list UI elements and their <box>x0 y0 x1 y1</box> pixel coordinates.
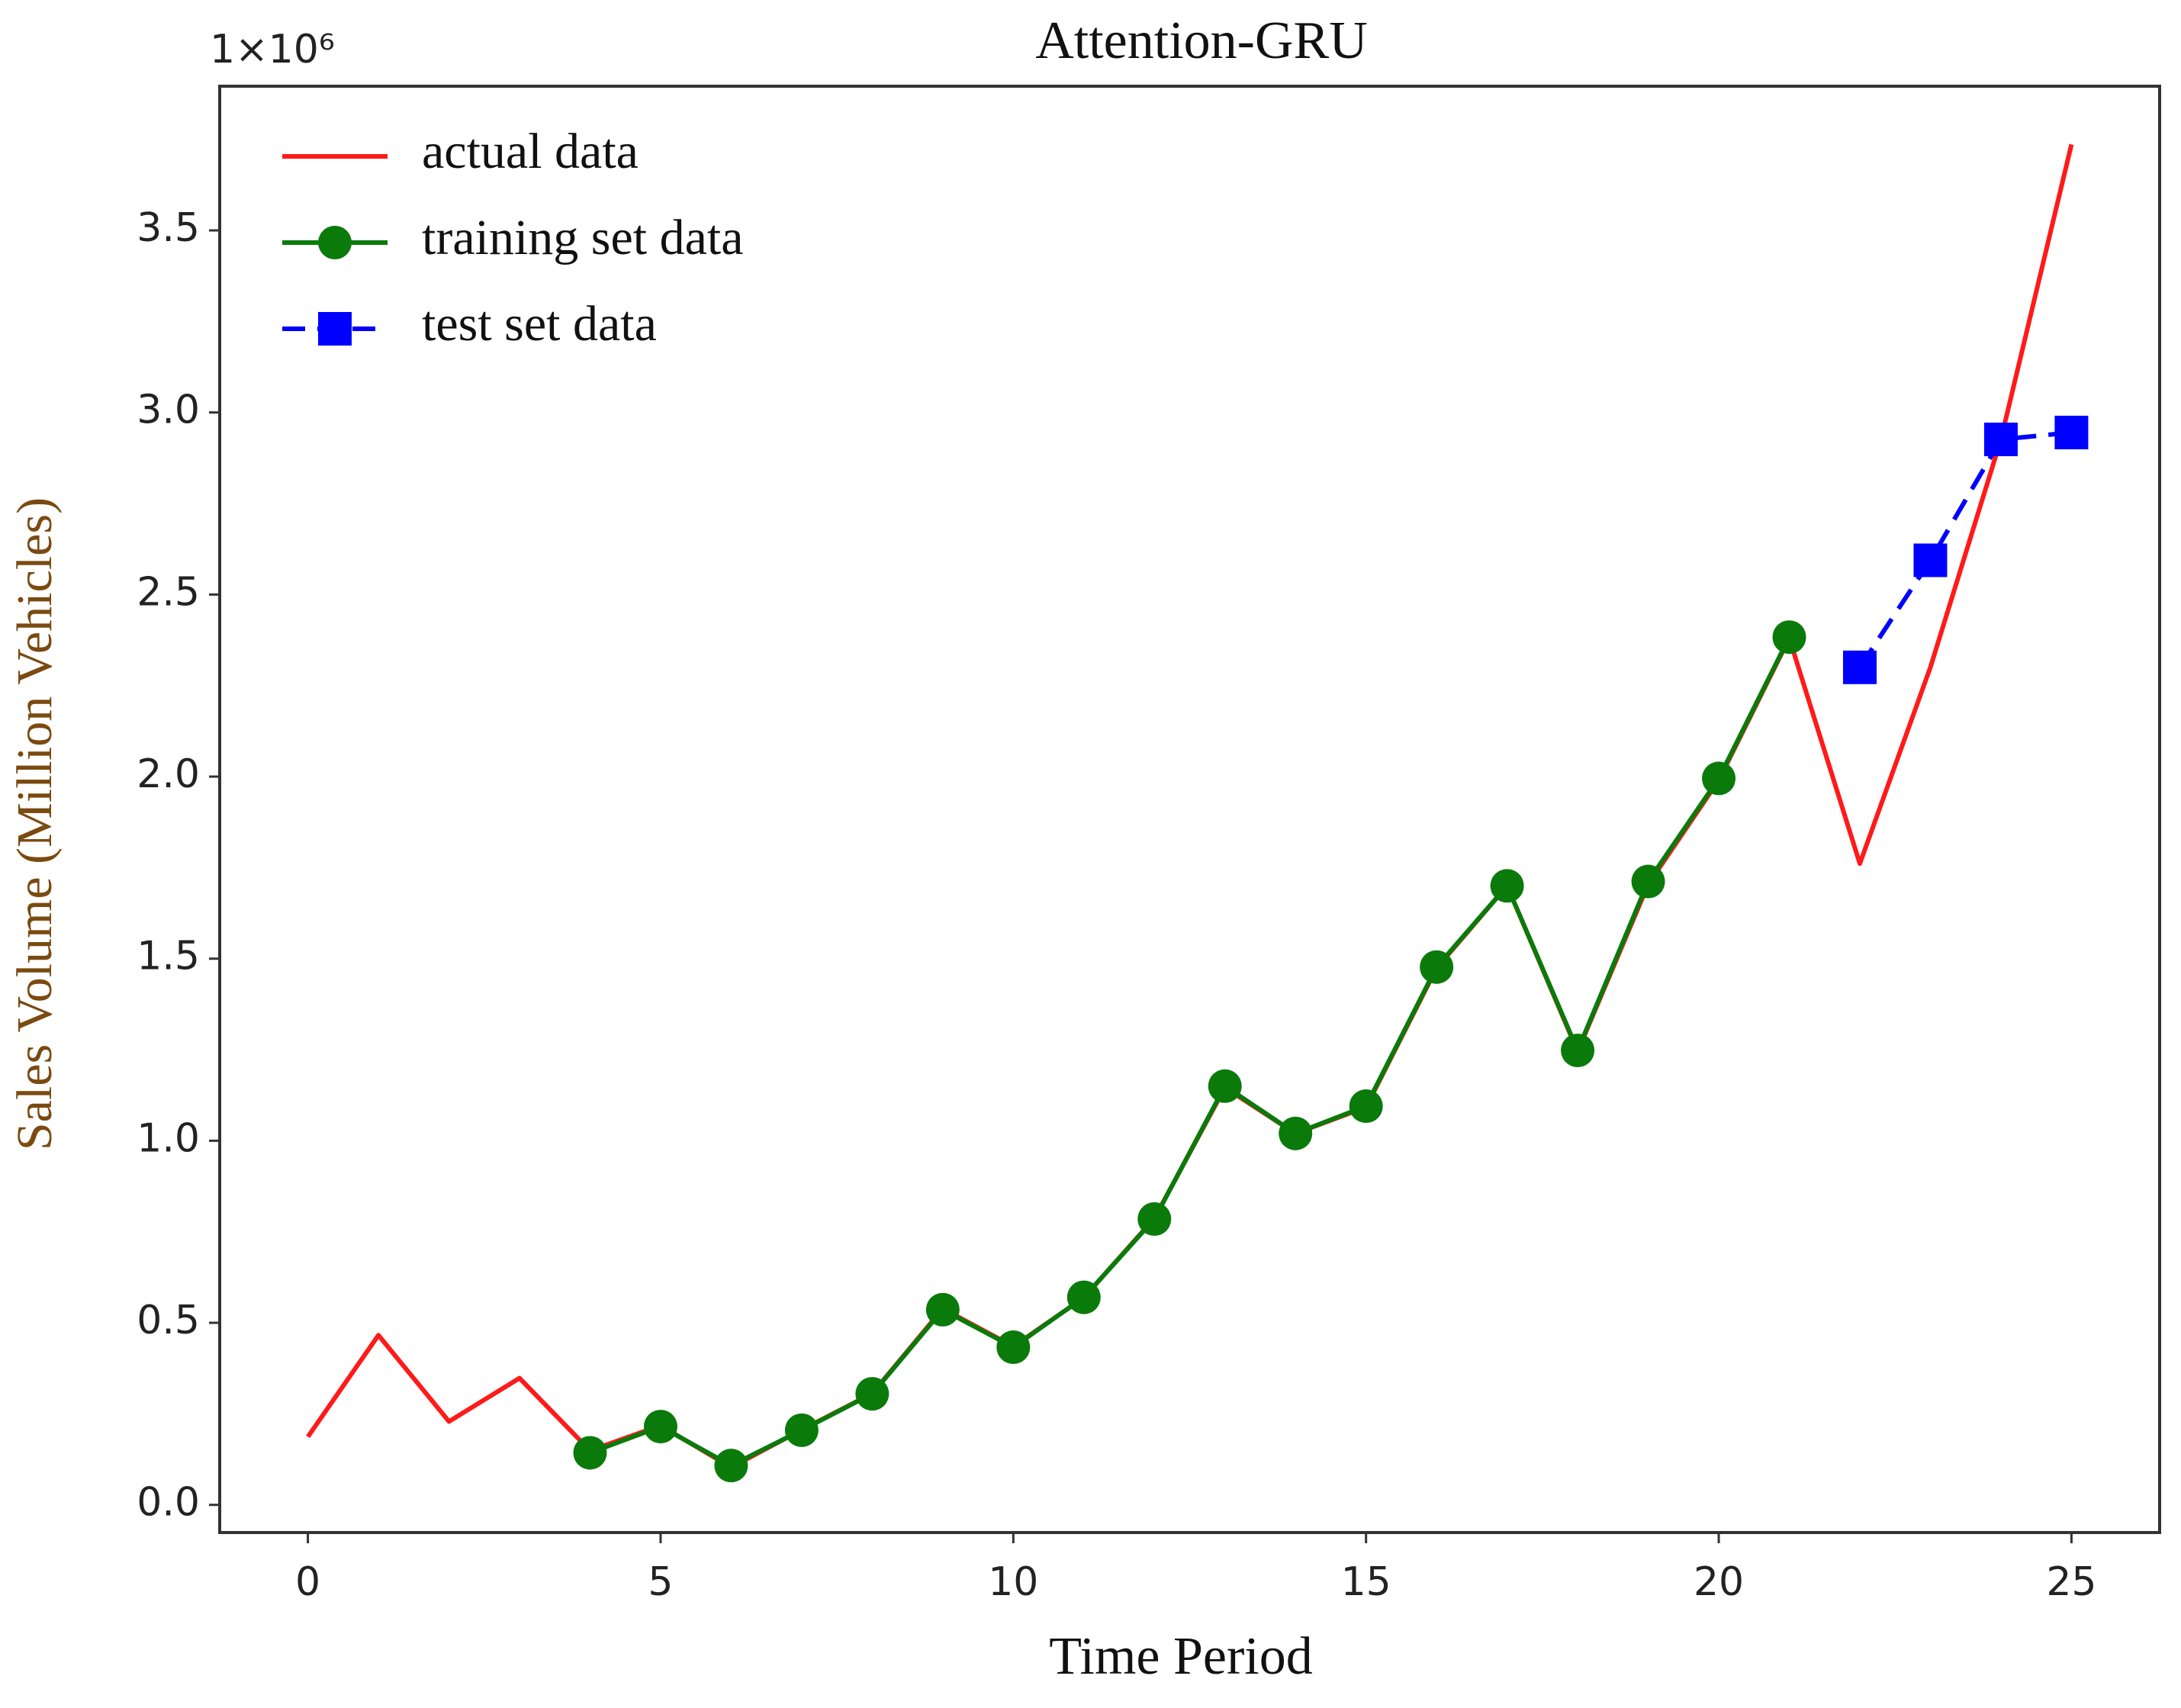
data-point <box>2054 415 2089 449</box>
legend-label: test set data <box>422 296 657 352</box>
data-point <box>1913 543 1948 577</box>
legend-marker <box>318 226 352 259</box>
x-axis-label: Time Period <box>1049 1627 1313 1686</box>
y-axis-label: Sales Volume (Million Vehicles) <box>7 497 63 1150</box>
y-tick-label: 2.5 <box>137 569 200 615</box>
legend-label: training set data <box>422 210 744 265</box>
legend-label: actual data <box>422 124 639 179</box>
data-point <box>1702 761 1736 796</box>
data-point <box>1137 1202 1172 1237</box>
data-point <box>573 1436 607 1470</box>
data-point <box>996 1330 1031 1365</box>
series-line <box>1858 429 2072 669</box>
y-tick-label: 0.5 <box>137 1298 200 1343</box>
data-point <box>1842 650 1877 684</box>
data-point <box>1208 1069 1242 1103</box>
x-tick-label: 15 <box>1341 1559 1391 1605</box>
y-tick-label: 3.0 <box>137 388 200 433</box>
x-tick-label: 25 <box>2046 1559 2096 1605</box>
data-point <box>714 1449 748 1483</box>
data-point <box>925 1292 960 1327</box>
data-point <box>784 1413 819 1447</box>
data-point <box>1983 423 2018 457</box>
data-point <box>643 1410 677 1444</box>
legend-marker <box>318 312 352 346</box>
data-point <box>1631 864 1665 899</box>
data-point <box>1066 1280 1101 1314</box>
data-point <box>1561 1034 1595 1067</box>
data-point <box>1420 950 1454 984</box>
data-point <box>1772 620 1806 655</box>
y-tick-label: 0.0 <box>137 1480 200 1526</box>
offset-text: 1×10⁶ <box>210 27 335 72</box>
data-point <box>1279 1116 1313 1150</box>
y-tick-label: 3.5 <box>137 205 200 251</box>
data-point <box>1349 1089 1383 1124</box>
x-tick-label: 10 <box>988 1559 1038 1605</box>
x-tick-label: 0 <box>295 1559 320 1605</box>
x-tick-label: 5 <box>648 1559 673 1605</box>
y-tick-label: 1.0 <box>137 1115 200 1161</box>
y-tick-label: 2.0 <box>137 751 200 797</box>
data-point <box>855 1377 889 1411</box>
plot-frame <box>218 85 2161 1534</box>
data-point <box>1490 869 1524 903</box>
x-tick-label: 20 <box>1694 1559 1744 1605</box>
chart-title: Attention-GRU <box>1035 11 1368 70</box>
y-tick-label: 1.5 <box>137 934 200 979</box>
